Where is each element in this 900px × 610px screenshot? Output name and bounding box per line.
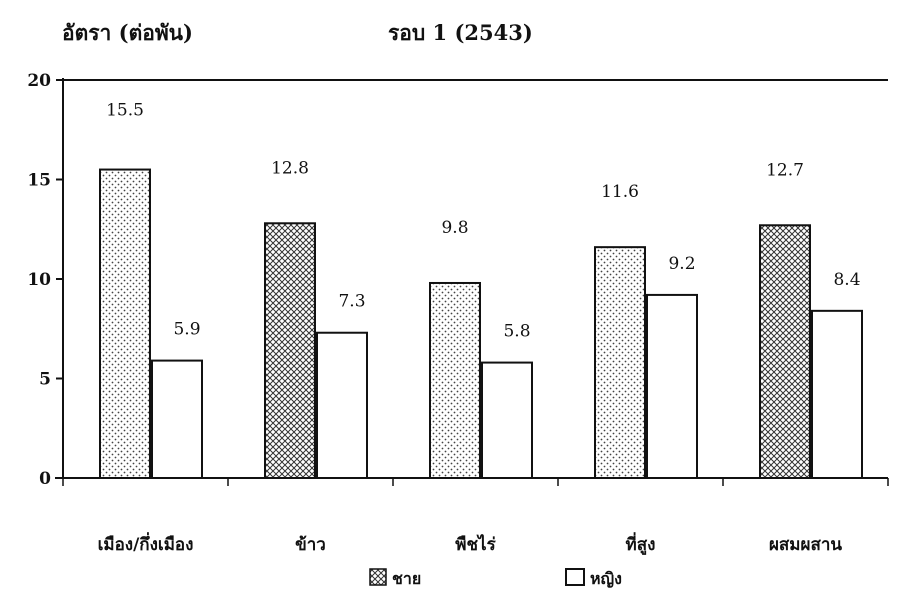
bar-male-3: [594, 246, 646, 479]
x-category-label-3: ที่สูง: [626, 532, 656, 556]
x-category-label-1: ข้าว: [295, 535, 326, 555]
value-label-female-0: 5.9: [173, 320, 200, 340]
value-label-female-2: 5.8: [503, 322, 530, 342]
x-category-label-0: เมือง/กึ่งเมือง: [98, 532, 194, 555]
y-axis: 0 5 10 15 20: [27, 71, 888, 489]
value-label-female-4: 8.4: [833, 270, 860, 290]
legend-swatch-female: [565, 568, 585, 586]
value-label-male-0: 15.5: [106, 101, 144, 121]
bar-female-2: [481, 361, 533, 479]
bar-female-3: [646, 293, 698, 480]
y-tick-label: 20: [27, 71, 51, 91]
y-tick-label: 0: [39, 469, 51, 489]
x-axis: เมือง/กึ่งเมือง ข้าว พืชไร่ ที่สูง ผสมผสาน: [55, 477, 889, 556]
value-label-male-2: 9.8: [441, 218, 468, 238]
y-tick-label: 15: [27, 171, 51, 191]
x-category-label-4: ผสมผสาน: [769, 535, 842, 555]
x-category-label-2: พืชไร่: [455, 534, 496, 555]
value-label-male-3: 11.6: [601, 182, 639, 202]
legend-label-male: ชาย: [392, 569, 421, 588]
chart-title: รอบ 1 (2543): [388, 20, 533, 45]
legend-label-female: หญิง: [590, 569, 622, 589]
value-label-male-4: 12.7: [766, 160, 804, 180]
bar-male-0: [99, 168, 151, 480]
value-labels: 15.5 5.9 12.8 7.3 9.8 5.8 11.6 9.2 12.7 8.4: [106, 101, 860, 342]
value-label-female-3: 9.2: [668, 254, 695, 274]
bars: [99, 168, 863, 480]
bar-male-1: [264, 222, 316, 479]
legend-swatch-male: [369, 568, 387, 586]
value-label-male-1: 12.8: [271, 158, 309, 178]
bar-male-2: [429, 281, 481, 480]
y-tick-label: 10: [27, 270, 51, 290]
bar-male-4: [759, 224, 811, 479]
y-tick-label: 5: [39, 370, 51, 390]
y-axis-label: อัตรา (ต่อพัน): [62, 20, 193, 45]
value-label-female-1: 7.3: [338, 292, 365, 312]
bar-female-1: [316, 331, 368, 480]
bar-female-4: [811, 309, 863, 479]
legend: ชาย หญิง: [369, 568, 622, 589]
bar-female-0: [151, 359, 203, 479]
